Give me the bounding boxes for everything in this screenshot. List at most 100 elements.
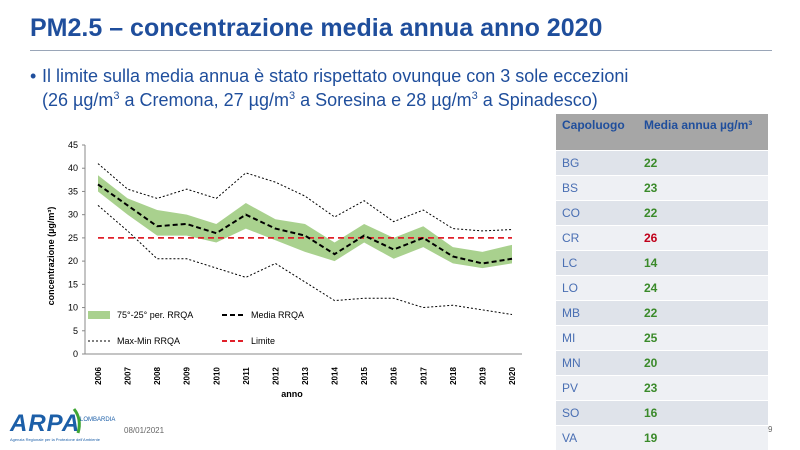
superscript: 3: [113, 90, 120, 102]
min-series-line: [97, 204, 513, 316]
capoluogo-cell: MI: [556, 324, 638, 350]
slide-date: 08/01/2021: [124, 426, 165, 435]
x-tick-label: 2008: [153, 367, 162, 385]
x-tick-labels: 2006 2007 2008 2009 2010 2011 2012 2013 2014 2015…: [94, 367, 517, 385]
bullet-part: a Cremona, 27 µg/m: [119, 90, 289, 110]
capoluogo-cell: CR: [556, 224, 638, 250]
media-annua-cell: 20: [638, 349, 768, 375]
y-tick-label: 10: [68, 303, 78, 313]
x-tick-label: 2009: [183, 367, 192, 385]
y-tick-label: 25: [68, 233, 78, 243]
legend-limite-label: Limite: [251, 336, 275, 346]
table-row: CO 22: [556, 199, 768, 225]
x-axis-label: anno: [281, 389, 303, 399]
media-annua-cell: 19: [638, 424, 768, 450]
media-annua-cell: 22: [638, 149, 768, 175]
y-tick-label: 40: [68, 163, 78, 173]
x-tick-label: 2020: [508, 367, 517, 385]
table-row: CR 26: [556, 224, 768, 250]
y-tick-label: 20: [68, 256, 78, 266]
media-series-line: [97, 183, 513, 265]
x-tick-label: 2014: [331, 367, 340, 385]
max-series-line: [97, 163, 513, 232]
x-tick-label: 2011: [242, 367, 251, 385]
table-row: BG 22: [556, 149, 768, 175]
legend-maxmin-label: Max-Min RRQA: [117, 336, 180, 346]
min-line: [97, 204, 513, 316]
title-divider: [30, 50, 772, 51]
y-tick-label: 30: [68, 210, 78, 220]
capoluogo-cell: MB: [556, 299, 638, 325]
superscript: 3: [471, 90, 478, 102]
bullet-part: a Spinadesco): [477, 90, 598, 110]
x-tick-label: 2006: [94, 367, 103, 385]
legend-band-label: 75°-25° per. RRQA: [117, 310, 193, 320]
legend-media-label: Media RRQA: [251, 310, 304, 320]
table-row: MI 25: [556, 324, 768, 350]
x-tick-label: 2016: [390, 367, 399, 385]
y-tick-label: 5: [73, 326, 78, 336]
table-row: LO 24: [556, 274, 768, 300]
superscript: 3: [288, 90, 296, 102]
capoluogo-cell: MN: [556, 349, 638, 375]
capoluogo-cell: VA: [556, 424, 638, 450]
logo-wordmark: ARPA: [9, 410, 80, 437]
logo-region: LOMBARDIA: [80, 417, 115, 423]
capoluogo-cell: LC: [556, 249, 638, 275]
capoluogo-cell: PV: [556, 374, 638, 400]
media-annua-cell: 14: [638, 249, 768, 275]
percentile-band: [98, 175, 512, 269]
header-capoluogo: Capoluogo: [556, 114, 638, 150]
bullet-text: • Il limite sulla media annua è stato ri…: [30, 64, 782, 112]
x-tick-label: 2010: [212, 367, 221, 385]
bullet-marker: •: [30, 66, 37, 86]
media-annua-cell: 22: [638, 199, 768, 225]
bullet-line-1: Il limite sulla media annua è stato risp…: [42, 66, 629, 86]
table-row: LC 14: [556, 249, 768, 275]
capoluogo-cell: LO: [556, 274, 638, 300]
page-number: 9: [768, 425, 773, 434]
table-row: VA 19: [556, 424, 768, 450]
media-annua-cell: 22: [638, 299, 768, 325]
x-tick-label: 2015: [360, 367, 369, 385]
header-media-annua: Media annua µg/m³: [638, 114, 768, 150]
table-row: PV 23: [556, 374, 768, 400]
bullet-part: (26 µg/m: [42, 90, 114, 110]
logo-tagline: Agenzia Regionale per la Protezione dell…: [10, 437, 101, 442]
y-tick-label: 35: [68, 186, 78, 196]
capoluogo-cell: BS: [556, 174, 638, 200]
y-tick-labels: 0 5 10 15 20 25 30 35 40 45: [68, 140, 85, 359]
media-annua-cell: 16: [638, 399, 768, 425]
y-axis-label: concentrazione (µg/m³): [46, 207, 56, 306]
media-annua-cell: 24: [638, 274, 768, 300]
x-tick-label: 2013: [301, 367, 310, 385]
media-annua-cell: 25: [638, 324, 768, 350]
table-header-row: Capoluogo Media annua µg/m³: [556, 114, 768, 150]
y-tick-label: 0: [73, 349, 78, 359]
x-tick-label: 2007: [124, 367, 133, 385]
band-area: [98, 175, 512, 269]
table-row: BS 23: [556, 174, 768, 200]
media-annua-cell: 23: [638, 374, 768, 400]
slide-title: PM2.5 – concentrazione media annua anno …: [30, 14, 603, 42]
legend-band-swatch: [88, 311, 110, 319]
chart-axes: [84, 145, 522, 355]
bullet-part: a Soresina e 28 µg/m: [295, 90, 472, 110]
capoluogo-cell: SO: [556, 399, 638, 425]
x-tick-label: 2012: [271, 367, 280, 385]
y-tick-label: 45: [68, 140, 78, 150]
y-tick-label: 15: [68, 279, 78, 289]
max-line: [97, 163, 513, 232]
capoluogo-table: Capoluogo Media annua µg/m³ BG 22 BS 23 CO 22…: [556, 114, 768, 450]
table-row: MN 20: [556, 349, 768, 375]
chart-legend: 75°-25° per. RRQA Media RRQA Max-Min RRQ…: [88, 310, 304, 346]
x-tick-label: 2017: [419, 367, 428, 385]
x-tick-label: 2018: [449, 367, 458, 385]
media-line: [97, 183, 513, 265]
table-row: MB 22: [556, 299, 768, 325]
media-annua-cell: 23: [638, 174, 768, 200]
table-body: BG 22 BS 23 CO 22 CR 26 LC 14 LO 24 MB 22 MI 25 MN 20 PV 23…: [556, 149, 768, 450]
logo-swoosh: [72, 408, 81, 434]
capoluogo-cell: CO: [556, 199, 638, 225]
